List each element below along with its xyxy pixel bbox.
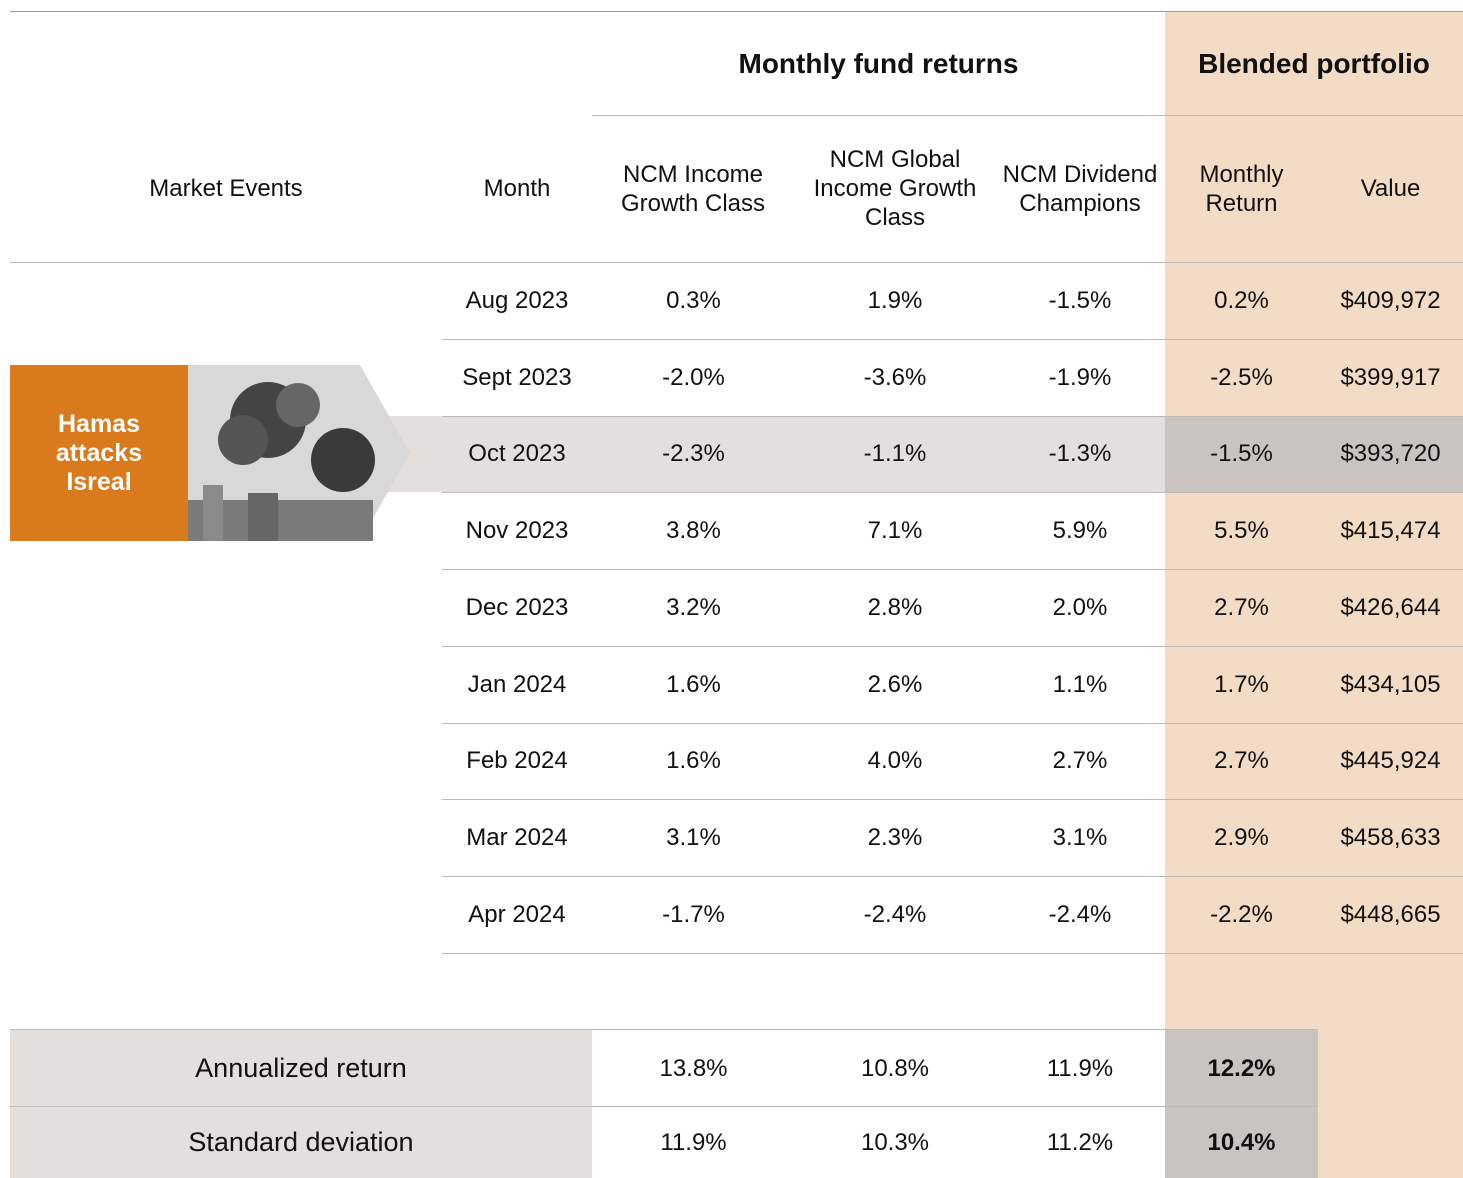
cell: $426,644 xyxy=(1340,593,1441,621)
cell: 1.7% xyxy=(1214,670,1269,698)
cell: -3.6% xyxy=(863,363,927,391)
cell: -2.4% xyxy=(1048,900,1112,928)
cell: 3.8% xyxy=(666,517,721,545)
cell: $415,474 xyxy=(1340,517,1441,545)
cell: 3.2% xyxy=(666,593,721,621)
column-header: NCM Dividend Champions xyxy=(1002,160,1158,217)
event-label: Hamas attacks Isreal xyxy=(55,409,143,496)
row-rule xyxy=(442,953,1463,954)
summary-white-bg xyxy=(592,1030,1165,1178)
summary-cell: 11.9% xyxy=(1046,1054,1114,1082)
summary-cell: 12.2% xyxy=(1207,1054,1276,1082)
column-header: Market Events xyxy=(149,175,303,202)
cell: 1.9% xyxy=(867,287,923,314)
column-header: Month xyxy=(483,175,551,202)
cell: $445,924 xyxy=(1340,747,1441,775)
cell: -2.2% xyxy=(1210,900,1273,928)
event-box xyxy=(10,365,188,541)
row-rule xyxy=(442,646,1463,647)
cell: 2.7% xyxy=(1052,747,1108,775)
cell: 2.6% xyxy=(867,670,923,698)
row-rule xyxy=(442,799,1463,800)
summary-cell: 10.3% xyxy=(860,1128,930,1156)
cell: -1.1% xyxy=(863,440,927,468)
cell: 7.1% xyxy=(867,517,923,545)
row-rule xyxy=(442,569,1463,570)
row-rule xyxy=(442,492,1463,493)
cell: 2.8% xyxy=(867,593,923,621)
summary-blended-bg xyxy=(1165,1030,1318,1178)
column-header: Monthly Return xyxy=(1199,160,1284,217)
cell: $393,720 xyxy=(1340,440,1441,468)
cell: 1.6% xyxy=(666,747,721,775)
rule xyxy=(10,11,1463,12)
month: Jan 2024 xyxy=(467,670,567,698)
cell: 1.6% xyxy=(666,670,721,698)
month: Sept 2023 xyxy=(462,363,572,391)
cell: 2.7% xyxy=(1214,747,1269,775)
column-header: Value xyxy=(1360,175,1421,202)
summary-cell: 13.8% xyxy=(659,1054,728,1082)
summary-cell: 10.8% xyxy=(860,1054,930,1082)
summary-cell: 11.2% xyxy=(1046,1128,1114,1156)
cell: 2.0% xyxy=(1052,593,1108,621)
cell: -2.0% xyxy=(662,363,725,391)
cell: -2.3% xyxy=(662,440,725,468)
cell: $434,105 xyxy=(1340,670,1441,698)
column-header: NCM Global Income Growth Class xyxy=(813,146,977,231)
month: Nov 2023 xyxy=(465,517,569,545)
month: Mar 2024 xyxy=(466,823,568,851)
cell: $448,665 xyxy=(1340,900,1441,928)
cell: 2.9% xyxy=(1214,823,1269,851)
cell: -1.5% xyxy=(1210,440,1273,468)
cell: 4.0% xyxy=(867,747,923,775)
cell: -1.9% xyxy=(1048,363,1112,391)
rule xyxy=(10,1029,1318,1030)
cell: -1.7% xyxy=(662,900,725,928)
cell: -2.4% xyxy=(863,900,927,928)
month: Oct 2023 xyxy=(468,440,566,468)
cell: 0.2% xyxy=(1214,287,1269,314)
row-rule xyxy=(442,416,1463,417)
cell: 0.3% xyxy=(666,287,721,314)
cell: 1.1% xyxy=(1052,670,1108,698)
rule xyxy=(10,262,1463,263)
month: Dec 2023 xyxy=(465,593,569,621)
cell: 5.5% xyxy=(1214,517,1269,545)
cell: $399,917 xyxy=(1340,363,1441,391)
summary-cell: 10.4% xyxy=(1207,1128,1276,1156)
highlight-cell xyxy=(1165,416,1463,492)
row-rule xyxy=(442,723,1463,724)
cell: 3.1% xyxy=(666,823,721,851)
summary-label: Standard deviation xyxy=(188,1126,414,1157)
group-header: Monthly fund returns xyxy=(738,47,1019,79)
cell: -1.5% xyxy=(1048,287,1112,314)
summary-label-bg xyxy=(10,1030,592,1178)
rule xyxy=(592,115,1463,116)
cell: -2.5% xyxy=(1210,363,1273,391)
highlight-row xyxy=(360,416,1165,492)
row-rule xyxy=(442,876,1463,877)
cell: 5.9% xyxy=(1052,517,1108,545)
cell: -1.3% xyxy=(1048,440,1112,468)
month: Apr 2024 xyxy=(468,900,566,928)
cell: $409,972 xyxy=(1340,287,1441,314)
column-header: NCM Income Growth Class xyxy=(620,160,766,217)
summary-cell: 11.9% xyxy=(660,1128,727,1156)
row-rule xyxy=(442,339,1463,340)
cell: 3.1% xyxy=(1052,823,1108,851)
month: Feb 2024 xyxy=(466,747,568,775)
event-image xyxy=(188,365,410,541)
cell: $458,633 xyxy=(1340,823,1441,851)
group-header: Blended portfolio xyxy=(1198,47,1430,79)
month: Aug 2023 xyxy=(465,287,569,314)
rule xyxy=(10,1106,1318,1107)
cell: 2.3% xyxy=(867,823,923,851)
blended-bg xyxy=(1165,11,1463,1178)
cell: 2.7% xyxy=(1214,593,1269,621)
summary-label: Annualized return xyxy=(195,1052,407,1083)
